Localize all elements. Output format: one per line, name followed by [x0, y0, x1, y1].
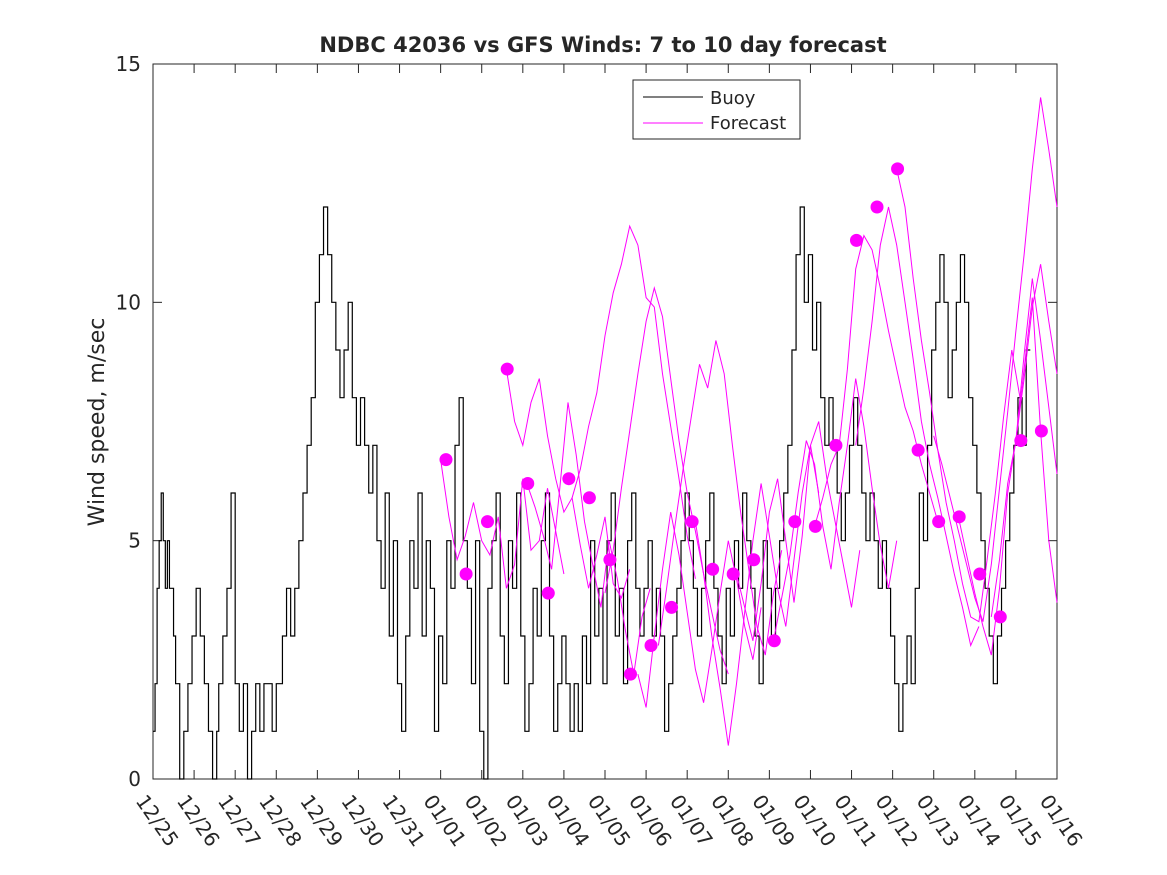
forecast-point: [665, 600, 679, 614]
forecast-point: [788, 515, 802, 529]
y-tick-label: 5: [128, 529, 141, 553]
forecast-series-3: [526, 402, 651, 675]
forecast-series-2: [505, 369, 631, 600]
forecast-point: [439, 453, 453, 467]
y-tick-label: 15: [116, 52, 141, 76]
forecast-point: [726, 567, 740, 581]
forecast-point: [1014, 434, 1028, 448]
forecast-series-1: [440, 459, 565, 589]
forecast-point: [808, 519, 822, 533]
legend-box: [632, 79, 801, 140]
forecast-point: [459, 567, 473, 581]
legend-label-buoy: Buoy: [710, 88, 756, 109]
forecast-series-7: [657, 340, 783, 656]
forecast-point: [541, 586, 555, 600]
forecast-series-13: [896, 168, 1021, 623]
forecast-point: [500, 362, 514, 376]
chart-title: NDBC 42036 vs GFS Winds: 7 to 10 day for…: [319, 33, 886, 57]
forecast-point: [911, 443, 925, 457]
forecast-point: [767, 634, 781, 648]
forecast-point: [582, 491, 596, 505]
y-axis: 0 5 10 15: [116, 52, 1057, 791]
forecast-point: [993, 610, 1007, 624]
legend: Buoy Forecast: [632, 79, 801, 140]
plot-area: [152, 63, 1058, 780]
forecast-point: [973, 567, 987, 581]
forecast-point: [521, 476, 535, 490]
buoy-series: [153, 206, 1031, 780]
forecast-point: [891, 162, 905, 176]
forecast-point: [747, 553, 761, 567]
y-tick-label: 10: [116, 290, 141, 314]
forecast-point: [932, 515, 946, 529]
forecast-series-12: [855, 206, 980, 648]
forecast-point: [849, 233, 863, 247]
forecast-series-9: [736, 421, 861, 641]
forecast-series-5: [604, 286, 729, 675]
forecast-point: [644, 639, 658, 653]
forecast-markers: [439, 162, 1048, 681]
forecast-point: [1034, 424, 1048, 438]
legend-label-forecast: Forecast: [710, 113, 786, 134]
forecast-point: [952, 510, 966, 524]
forecast-point: [603, 553, 617, 567]
forecast-series-15: [957, 264, 1058, 656]
forecast-point: [829, 438, 843, 452]
y-tick-label: 0: [128, 767, 141, 791]
forecast-series-16: [990, 278, 1058, 617]
forecast-point: [706, 562, 720, 576]
y-axis-label: Wind speed, m/sec: [85, 318, 110, 527]
forecast-point: [480, 515, 494, 529]
forecast-point: [562, 472, 576, 486]
forecast-point: [870, 200, 884, 214]
forecast-series-17: [1015, 297, 1058, 603]
forecast-point: [685, 515, 699, 529]
forecast-series-6: [637, 512, 762, 708]
forecast-series-4: [571, 224, 696, 579]
forecast-point: [623, 667, 637, 681]
